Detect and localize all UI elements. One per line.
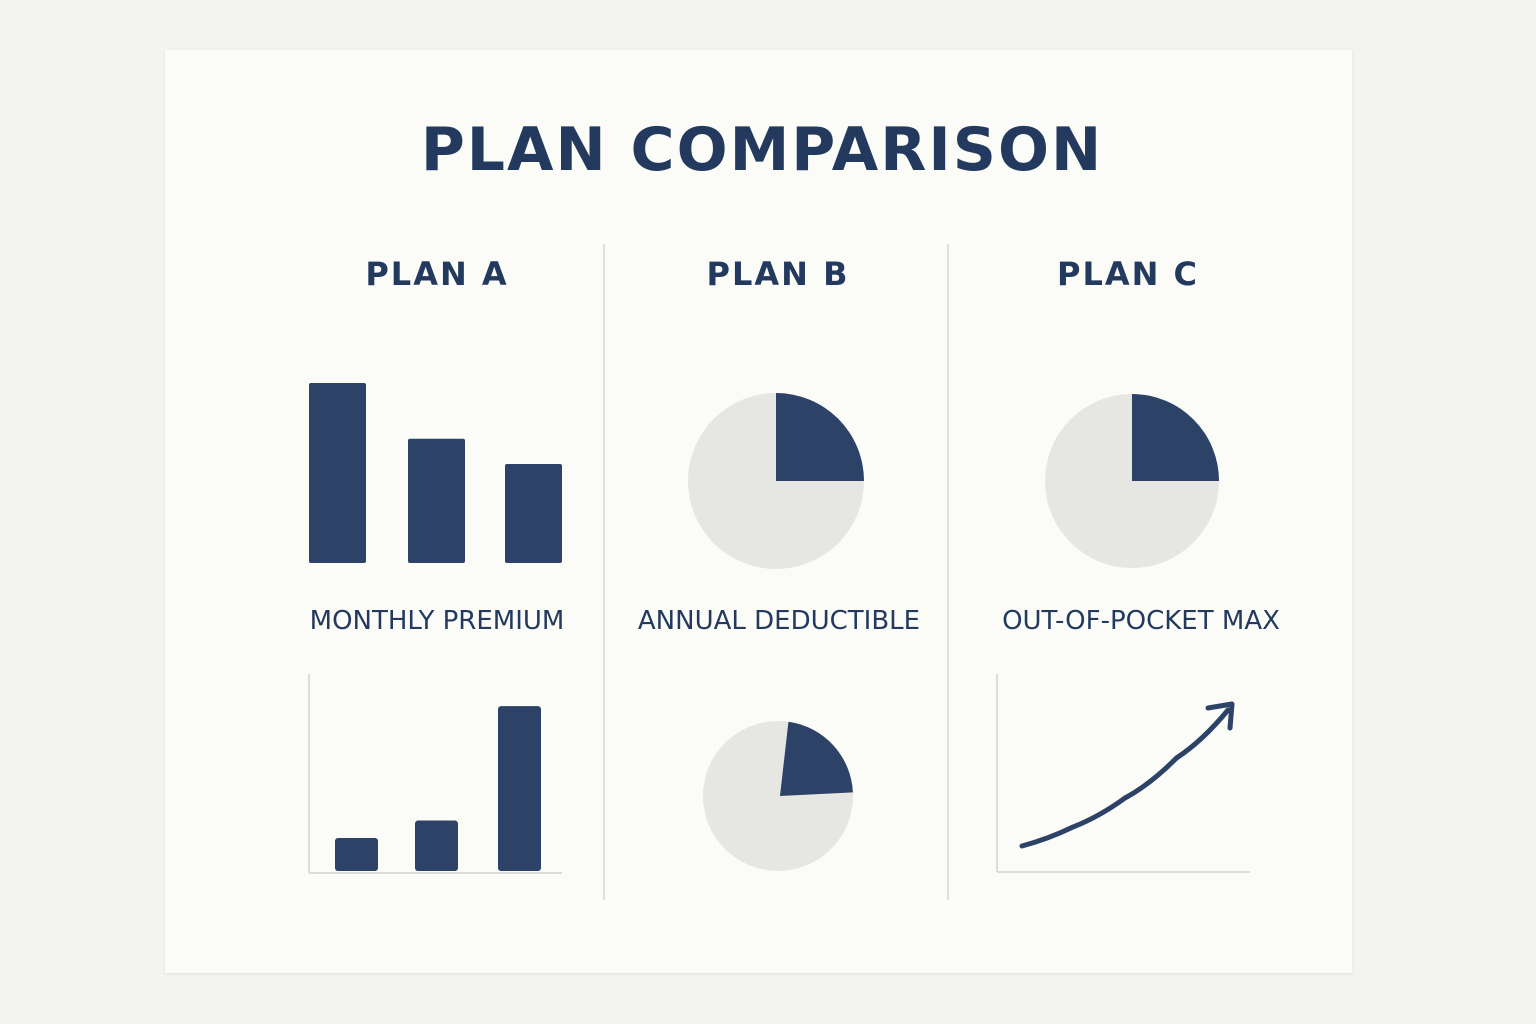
monthly-premium-label: MONTHLY PREMIUM <box>309 606 565 636</box>
bar <box>498 706 541 871</box>
bar <box>408 438 465 563</box>
plan-a-header: PLAN A <box>365 255 509 293</box>
pie-slice <box>776 393 864 481</box>
annual-deductible-label: ANNUAL DEDUCTIBLE <box>637 606 921 636</box>
bar <box>415 820 458 871</box>
plan-b-header: PLAN B <box>706 255 850 293</box>
plan-b-bottom-pie-chart <box>703 721 853 871</box>
bar <box>309 383 366 563</box>
plan-c-bottom-line-chart <box>996 674 1250 873</box>
bar <box>335 838 378 871</box>
plan-c-top-pie-chart <box>1045 394 1219 568</box>
pie-slice <box>1132 394 1219 481</box>
plan-c-header: PLAN C <box>1056 255 1199 293</box>
pie-slice <box>780 721 853 796</box>
arrow-head <box>1205 701 1235 731</box>
plan-b-top-pie-chart <box>688 393 864 569</box>
page-title: PLAN COMPARISON <box>420 115 1104 185</box>
series-line <box>1019 707 1231 849</box>
out-of-pocket-max-label: OUT-OF-POCKET MAX <box>1002 606 1280 636</box>
plan-a-top-bar-chart <box>309 383 562 563</box>
plan-a-bottom-bar-chart <box>308 674 562 874</box>
bar <box>505 464 562 563</box>
